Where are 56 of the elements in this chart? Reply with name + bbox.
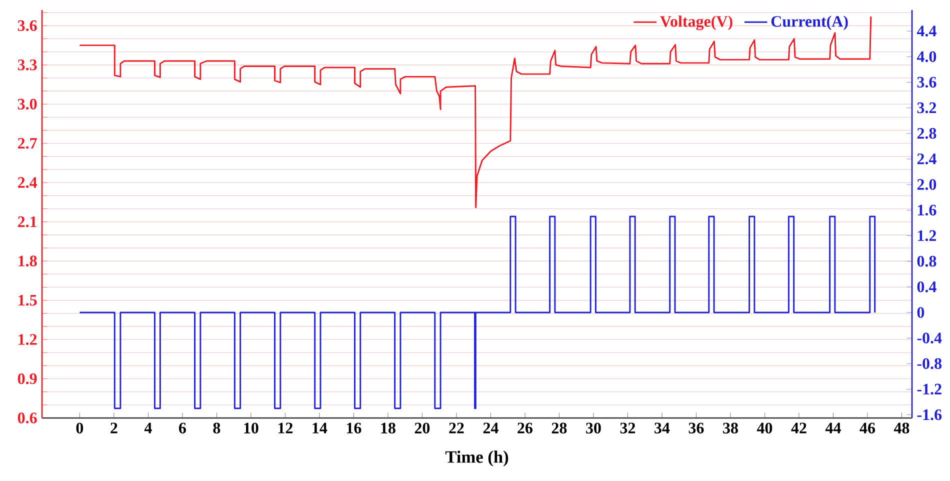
y-tick-label: 2.1 <box>18 216 36 228</box>
y2-tick-label: -0.4 <box>917 332 942 344</box>
y-tick-label: 1.2 <box>18 334 37 345</box>
y2-tick-label: 2.8 <box>917 128 936 139</box>
legend-label: Current(A) <box>771 16 848 30</box>
y-tick-label: 0.9 <box>18 373 37 384</box>
y2-tick-label: 2.0 <box>917 179 936 190</box>
y2-tick-label: -1.2 <box>917 384 942 395</box>
x-tick-label: 42 <box>791 422 806 434</box>
y2-tick-label: 1.6 <box>918 204 936 216</box>
y-tick-label: 1.5 <box>18 294 37 306</box>
x-tick-label: 2 <box>110 422 118 434</box>
x-tick-label: 4 <box>144 422 152 434</box>
x-tick-label: 38 <box>723 422 738 434</box>
y2-tick-label: 1.2 <box>918 230 936 242</box>
x-tick-label: 20 <box>414 422 430 434</box>
y2-tick-label: -1.6 <box>917 409 942 420</box>
line-series <box>78 16 872 208</box>
y-tick-label: 3.0 <box>18 98 37 110</box>
y2-tick-label: -0.8 <box>917 358 942 370</box>
y-tick-label: 3.6 <box>18 20 37 32</box>
x-tick-label: 16 <box>346 422 362 434</box>
x-tick-label: 22 <box>449 422 464 434</box>
x-tick-label: 12 <box>278 422 293 434</box>
y-tick-label: 2.4 <box>18 177 37 188</box>
x-tick-label: 6 <box>178 422 186 434</box>
y2-tick-label: 0 <box>917 307 924 318</box>
y-tick-label: 1.8 <box>18 256 37 266</box>
x-tick-label: 24 <box>483 422 498 434</box>
y2-tick-label: 0.4 <box>917 281 936 292</box>
x-tick-label: 18 <box>381 422 396 434</box>
x-tick-label: 26 <box>518 422 532 434</box>
x-tick-label: 8 <box>213 422 220 434</box>
x-tick-label: 36 <box>688 422 704 434</box>
y2-tick-label: 4.0 <box>916 51 936 62</box>
y2-tick-label: 2.4 <box>917 154 936 164</box>
x-axis-title: Time (h) <box>445 450 508 466</box>
legend-label: Voltage(V) <box>660 16 732 30</box>
x-tick-label: 34 <box>654 422 670 434</box>
x-tick-label: 48 <box>894 422 910 434</box>
x-tick-label: 14 <box>312 422 328 434</box>
x-tick-label: 10 <box>244 422 258 434</box>
x-tick-label: 44 <box>825 422 841 434</box>
x-tick-label: 28 <box>552 422 567 434</box>
x-tick-label: 30 <box>586 422 601 434</box>
y2-tick-label: 0.8 <box>917 256 936 267</box>
x-tick-label: 32 <box>620 422 636 434</box>
y-tick-label: 0.6 <box>18 412 37 424</box>
y2-tick-label: 3.2 <box>917 102 936 114</box>
y-tick-label: 2.7 <box>18 138 37 149</box>
y2-tick-label: 3.6 <box>917 76 936 88</box>
y2-tick-label: 4.4 <box>916 26 936 36</box>
x-tick-label: 40 <box>756 422 772 434</box>
x-tick-label: 46 <box>860 422 875 434</box>
x-tick-label: 0 <box>76 422 84 434</box>
y-tick-label: 3.3 <box>18 59 37 70</box>
